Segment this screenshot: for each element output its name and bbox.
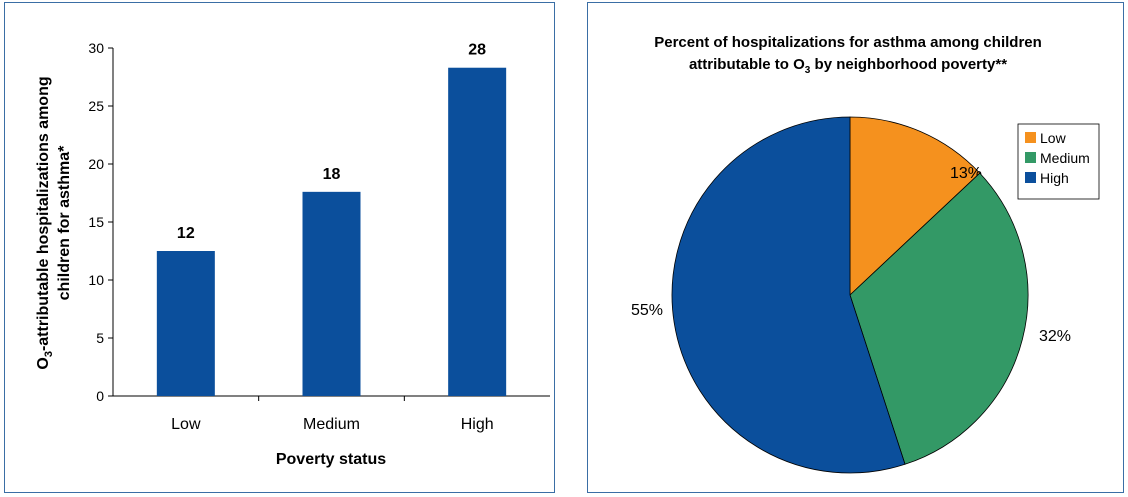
y-tick-label: 10 bbox=[88, 272, 104, 288]
pie-slice-low bbox=[849, 116, 981, 296]
pie-slice-label: 55% bbox=[631, 302, 663, 319]
pie-slice-medium bbox=[849, 172, 1029, 465]
bar-low bbox=[156, 251, 215, 396]
y-axis-title-line1: O3-attributable hospitalizations among bbox=[35, 76, 55, 369]
y-tick-label: 0 bbox=[96, 388, 104, 404]
y-tick-label: 20 bbox=[88, 156, 104, 172]
bar-value-label: 28 bbox=[468, 42, 486, 59]
bar-value-label: 18 bbox=[323, 166, 341, 183]
pie-title-line2: attributable to O3 by neighborhood pover… bbox=[689, 56, 1007, 76]
x-tick-label: Low bbox=[171, 416, 201, 433]
bar-medium bbox=[302, 191, 361, 396]
legend-swatch-high bbox=[1025, 172, 1036, 183]
y-axis-title-line2: children for asthma* bbox=[56, 145, 73, 300]
pie-slice-high bbox=[671, 116, 906, 474]
y-tick-label: 5 bbox=[96, 330, 104, 346]
legend-swatch-medium bbox=[1025, 152, 1036, 163]
x-tick-label: High bbox=[461, 416, 494, 433]
bar-high bbox=[448, 67, 507, 396]
y-tick-label: 30 bbox=[88, 40, 104, 56]
bar-value-label: 12 bbox=[177, 225, 195, 242]
legend-label-medium: Medium bbox=[1040, 150, 1090, 166]
legend-label-high: High bbox=[1040, 170, 1069, 186]
legend-swatch-low bbox=[1025, 132, 1036, 143]
x-tick-label: Medium bbox=[303, 416, 360, 433]
bar-chart: O3-attributable hospitalizations among c… bbox=[35, 40, 550, 468]
pie-chart-panel: Percent of hospitalizations for asthma a… bbox=[587, 2, 1124, 493]
x-axis-title: Poverty status bbox=[276, 451, 386, 468]
y-tick-label: 15 bbox=[88, 214, 104, 230]
pie-slice-label: 13% bbox=[950, 165, 982, 182]
pie-slice-label: 32% bbox=[1039, 328, 1071, 345]
pie-title-line1: Percent of hospitalizations for asthma a… bbox=[654, 34, 1042, 51]
legend: Low Medium High bbox=[1017, 123, 1100, 200]
y-tick-label: 25 bbox=[88, 98, 104, 114]
bar-chart-panel: O3-attributable hospitalizations among c… bbox=[4, 2, 555, 493]
pie-chart: Percent of hospitalizations for asthma a… bbox=[631, 34, 1100, 474]
legend-label-low: Low bbox=[1040, 130, 1067, 146]
